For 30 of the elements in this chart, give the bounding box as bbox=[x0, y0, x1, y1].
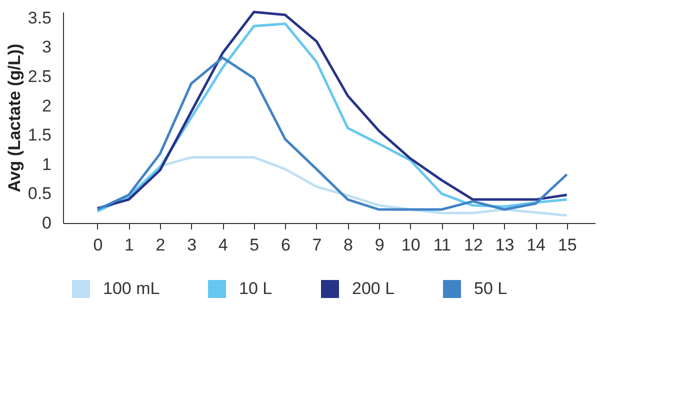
x-tick-label: 15 bbox=[558, 236, 577, 254]
x-tick-label: 14 bbox=[526, 236, 546, 254]
y-tick-label: 3.5 bbox=[28, 8, 52, 28]
legend-label: 50 L bbox=[474, 279, 508, 298]
x-tick-label: 3 bbox=[187, 236, 197, 254]
y-tick-label: 3 bbox=[42, 38, 52, 57]
x-tick-label: 4 bbox=[218, 236, 228, 254]
x-tick-label: 7 bbox=[312, 236, 322, 254]
x-tick-label: 5 bbox=[250, 236, 260, 254]
x-tick-label: 11 bbox=[433, 236, 451, 254]
y-tick-label: 2.5 bbox=[28, 66, 52, 86]
x-tick-label: 1 bbox=[124, 236, 134, 254]
y-tick-label: 1 bbox=[42, 154, 52, 174]
line-series bbox=[96, 56, 568, 211]
x-tick-label: 8 bbox=[344, 236, 354, 254]
y-tick-label: 0.5 bbox=[28, 184, 52, 204]
x-tick-label: 10 bbox=[401, 236, 420, 254]
y-tick-label: 1.5 bbox=[28, 126, 52, 145]
x-tick-label: 12 bbox=[464, 236, 483, 254]
legend-label: 10 L bbox=[239, 279, 272, 298]
x-tick-label: 2 bbox=[156, 236, 166, 254]
y-tick-label: 2 bbox=[42, 96, 52, 116]
x-tick-label: 13 bbox=[495, 236, 514, 254]
legend-label: 200 L bbox=[352, 279, 395, 298]
x-tick-label: 6 bbox=[280, 236, 290, 254]
y-axis-title: Avg (Lactate (g/L)) bbox=[4, 44, 24, 192]
x-tick-label: 0 bbox=[93, 236, 103, 254]
legend-label: 100 mL bbox=[103, 279, 160, 298]
x-tick-label: 9 bbox=[374, 236, 384, 254]
y-tick-label: 0 bbox=[42, 214, 52, 232]
